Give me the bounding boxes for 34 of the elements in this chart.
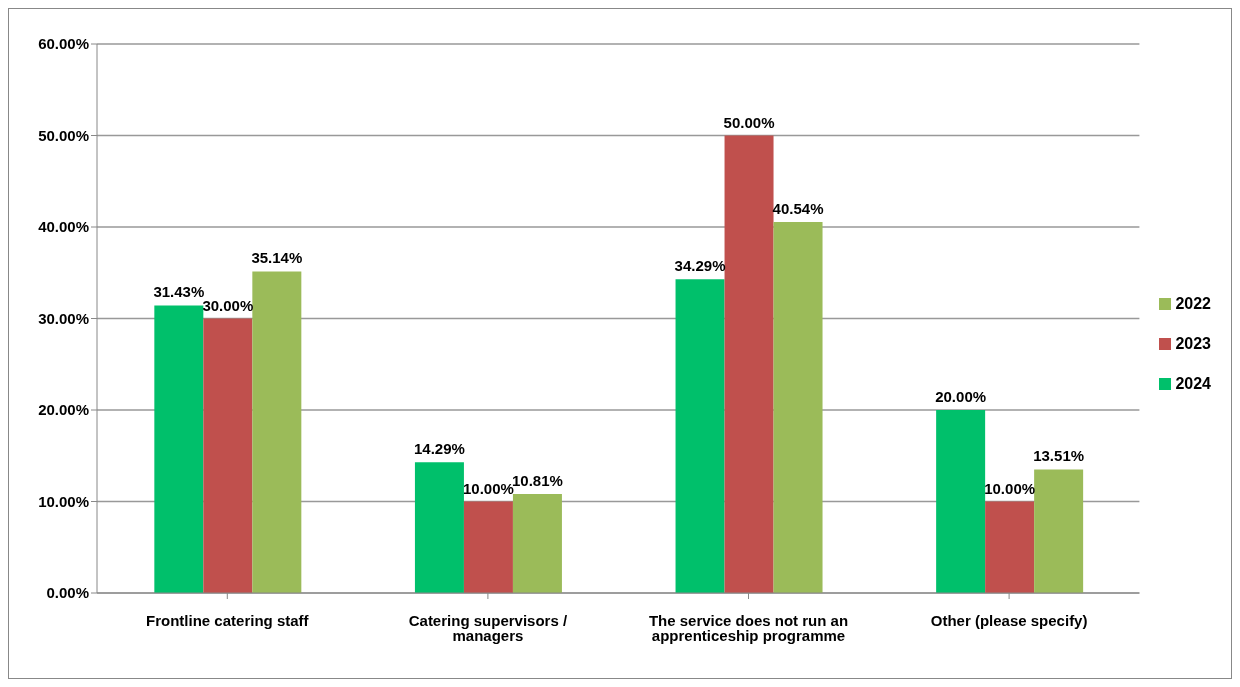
data-label: 13.51% xyxy=(1033,447,1085,465)
x-tick-label: Catering supervisors / managers xyxy=(408,611,568,644)
bar xyxy=(936,410,986,593)
x-tick-label: Frontline catering staff xyxy=(146,611,310,629)
legend-label: 2024 xyxy=(1175,374,1211,392)
y-tick-label: 60.00% xyxy=(38,35,89,53)
legend-label: 2022 xyxy=(1175,294,1211,312)
bar xyxy=(252,271,302,593)
y-tick-label: 30.00% xyxy=(38,309,89,327)
data-label: 20.00% xyxy=(935,388,987,405)
bar xyxy=(773,222,823,593)
bar xyxy=(203,318,253,593)
bar xyxy=(675,279,725,593)
y-tick-label: 20.00% xyxy=(38,401,89,419)
bar xyxy=(414,462,464,593)
y-tick-label: 50.00% xyxy=(38,126,89,144)
data-label: 35.14% xyxy=(251,249,303,267)
y-tick-label: 40.00% xyxy=(38,218,89,236)
bar xyxy=(985,501,1035,593)
x-tick-label: Other (please specify) xyxy=(930,611,1088,629)
bar xyxy=(512,494,562,593)
data-label: 30.00% xyxy=(202,296,254,314)
legend-label: 2023 xyxy=(1175,334,1211,352)
x-tick-label: The service does not run an apprenticeship programme xyxy=(648,611,849,644)
data-label: 14.29% xyxy=(414,440,465,458)
bar xyxy=(1034,469,1084,593)
y-tick-label: 0.00% xyxy=(46,584,89,602)
bar xyxy=(463,501,513,593)
data-label: 50.00% xyxy=(723,113,775,131)
bar xyxy=(154,305,204,593)
data-label: 10.00% xyxy=(463,479,514,497)
data-label: 31.43% xyxy=(153,283,205,301)
y-tick-label: 10.00% xyxy=(38,492,89,510)
bar xyxy=(724,135,774,593)
